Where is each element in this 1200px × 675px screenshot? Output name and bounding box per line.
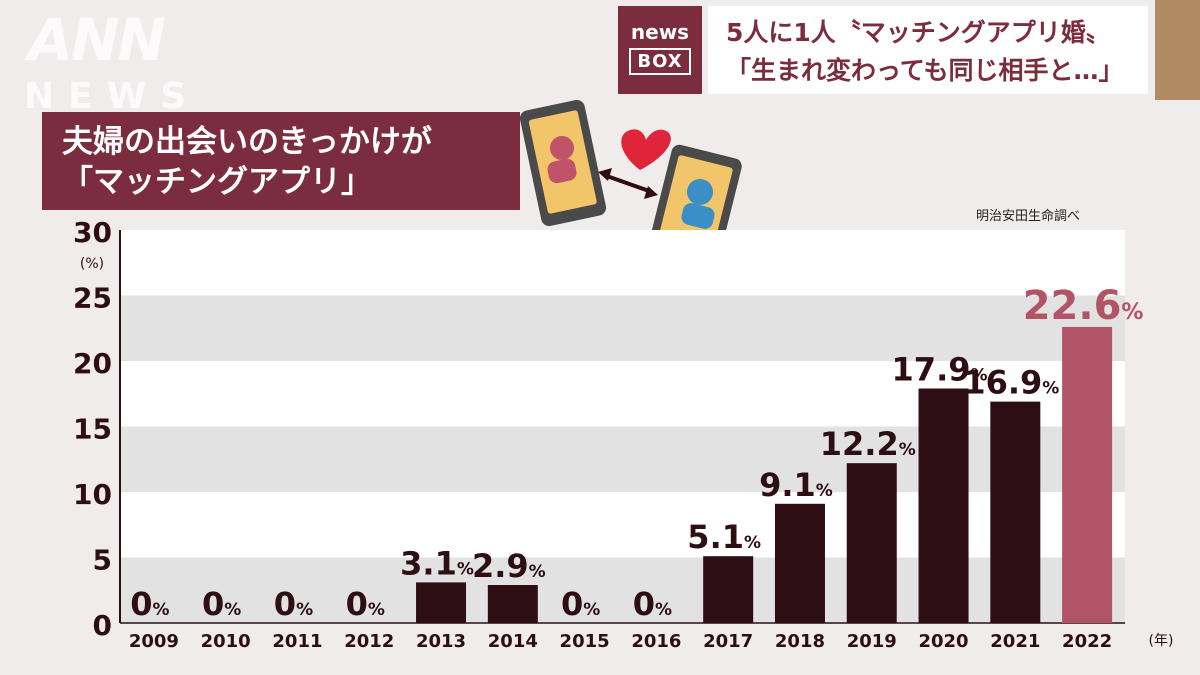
value-label-2020: 17.9% (892, 351, 988, 389)
x-tick-label-2021: 2021 (990, 631, 1040, 652)
chart-title-line-2: 「マッチングアプリ」 (62, 164, 372, 200)
wood-background (1155, 0, 1200, 100)
x-tick-label-2013: 2013 (416, 631, 466, 652)
y-tick-label: 5 (93, 544, 112, 577)
badge-news-text: news (630, 20, 690, 44)
bar-2014 (487, 585, 538, 623)
bar-2021 (990, 401, 1041, 623)
phone-left-icon (519, 99, 607, 227)
value-label-2016: 0% (633, 585, 672, 623)
value-label-2015: 0% (561, 585, 600, 623)
chart-title-line-1: 夫婦の出会いのきっかけが (62, 124, 432, 160)
x-axis-unit-label: (年) (1149, 633, 1174, 649)
x-tick-label-2020: 2020 (918, 631, 968, 652)
x-tick-label-2016: 2016 (631, 631, 681, 652)
x-tick-label-2017: 2017 (703, 631, 753, 652)
heart-icon (621, 129, 671, 170)
x-tick-label-2011: 2011 (272, 631, 322, 652)
y-tick-label: 0 (93, 609, 112, 642)
x-tick-label-2012: 2012 (344, 631, 394, 652)
value-label-2009: 0% (130, 585, 169, 623)
y-tick-label: 10 (73, 478, 112, 511)
x-tick-label-2022: 2022 (1062, 631, 1112, 652)
x-tick-label-2018: 2018 (775, 631, 825, 652)
news-watermark: NEWS (24, 76, 201, 117)
headline-line-1: 5人に1人〝マッチングアプリ婚〟 (726, 18, 1111, 47)
value-label-2019: 12.2% (820, 425, 916, 463)
bar-2013 (416, 582, 467, 623)
value-label-2021: 16.9% (963, 364, 1059, 402)
newsbox-badge: news BOX (618, 6, 702, 94)
bar-2017 (703, 556, 754, 623)
x-tick-label-2014: 2014 (488, 631, 538, 652)
chart-title-box: 夫婦の出会いのきっかけが 「マッチングアプリ」 (42, 112, 520, 210)
badge-box-text: BOX (629, 48, 691, 75)
ann-logo-watermark: ANN (28, 6, 166, 74)
y-tick-label: 15 (73, 413, 112, 446)
bar-2020 (918, 388, 969, 623)
headline-box: 5人に1人〝マッチングアプリ婚〟 「生まれ変わっても同じ相手と…」 (708, 6, 1148, 94)
y-tick-label: 30 (73, 216, 112, 249)
value-label-2012: 0% (346, 585, 385, 623)
value-label-2011: 0% (274, 585, 313, 623)
headline-line-2: 「生まれ変わっても同じ相手と…」 (726, 56, 1124, 85)
value-label-2013: 3.1% (400, 544, 474, 582)
y-axis-unit-label: (%) (80, 256, 104, 272)
double-arrow-icon (598, 168, 658, 199)
grid-band (120, 295, 1125, 361)
value-label-2018: 9.1% (759, 466, 833, 504)
bar-2018 (774, 503, 825, 623)
bar-2019 (846, 463, 897, 623)
value-label-2014: 2.9% (472, 547, 546, 585)
y-tick-label: 25 (73, 282, 112, 315)
value-label-2022: 22.6% (1023, 283, 1144, 329)
x-tick-label-2009: 2009 (129, 631, 179, 652)
bar-2022 (1062, 326, 1113, 623)
value-label-2017: 5.1% (687, 518, 761, 556)
value-label-2010: 0% (202, 585, 241, 623)
x-tick-label-2019: 2019 (847, 631, 897, 652)
grid-band (120, 557, 1125, 623)
x-tick-label-2010: 2010 (201, 631, 251, 652)
y-tick-label: 20 (73, 347, 112, 380)
source-note: 明治安田生命調べ (976, 209, 1081, 224)
x-tick-label-2015: 2015 (560, 631, 610, 652)
grid-band (120, 426, 1125, 492)
